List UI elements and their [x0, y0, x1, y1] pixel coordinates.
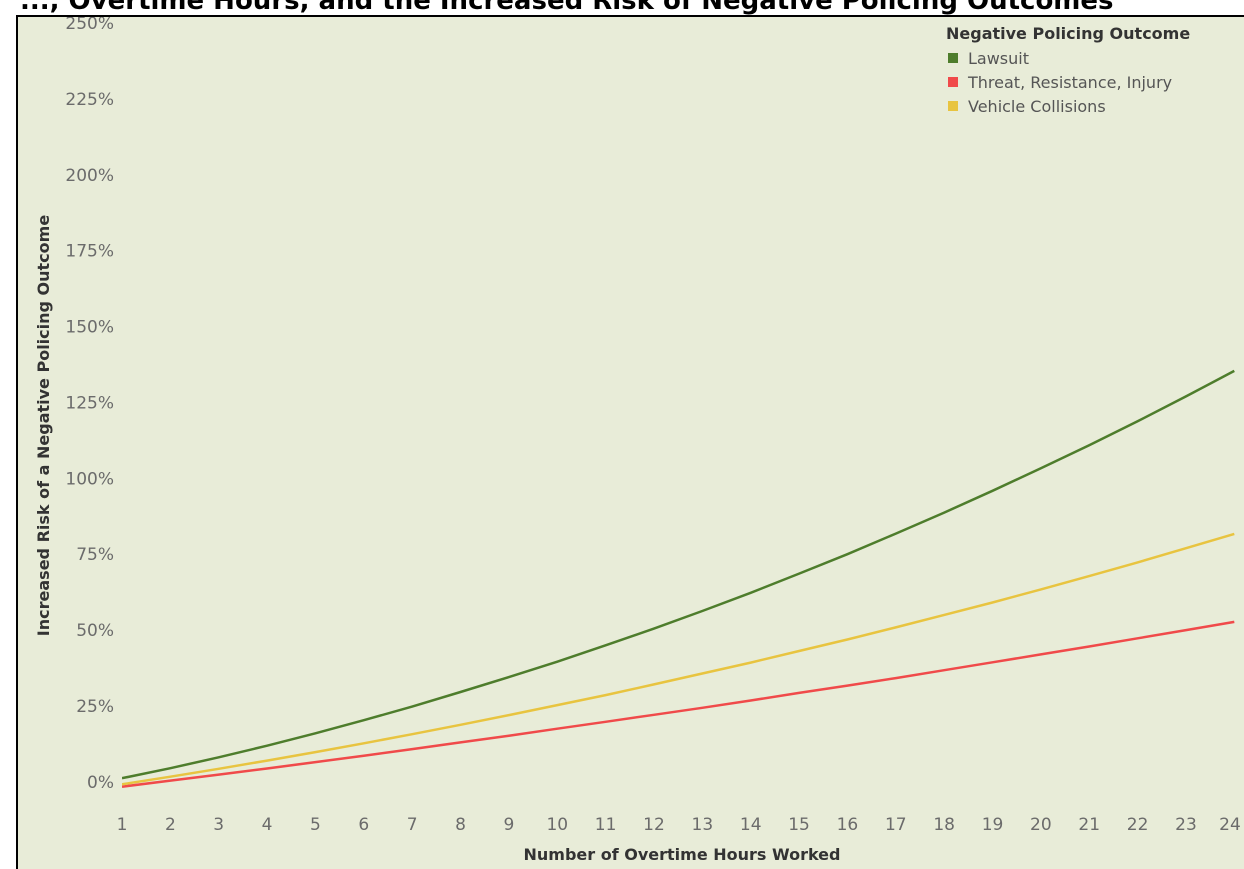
x-tick-label: 5: [310, 815, 321, 835]
y-tick-label: 100%: [65, 469, 114, 489]
legend-label: Vehicle Collisions: [968, 97, 1106, 116]
legend-swatch: [948, 101, 958, 111]
x-tick-label: 9: [503, 815, 514, 835]
x-axis-title: Number of Overtime Hours Worked: [524, 845, 841, 864]
x-tick-label: 18: [933, 815, 955, 835]
y-tick-label: 225%: [65, 90, 114, 110]
y-tick-label: 250%: [65, 17, 114, 34]
legend-title: Negative Policing Outcome: [946, 24, 1190, 43]
left-border: [16, 15, 18, 869]
x-tick-label: 11: [595, 815, 617, 835]
x-tick-label: 24: [1219, 815, 1241, 835]
x-tick-label: 19: [982, 815, 1004, 835]
x-tick-label: 8: [455, 815, 466, 835]
x-tick-label: 6: [358, 815, 369, 835]
legend-swatch: [948, 77, 958, 87]
x-tick-label: 17: [885, 815, 907, 835]
x-tick-label: 2: [165, 815, 176, 835]
plot-layer: 0% 25% 50% 75% 100% 125% 150% 175% 200% 225% 250% 1…: [18, 17, 1244, 869]
x-tick-label: 10: [546, 815, 568, 835]
x-tick-label: 14: [740, 815, 762, 835]
series-line-threat-resistance-injury: [122, 620, 1235, 788]
y-tick-label: 200%: [65, 166, 114, 186]
top-border: [18, 15, 1244, 17]
y-tick-label: 75%: [76, 545, 114, 565]
x-tick-label: 16: [837, 815, 859, 835]
y-tick-label: 50%: [76, 621, 114, 641]
legend-swatch: [948, 53, 958, 63]
x-tick-label: 23: [1175, 815, 1197, 835]
y-axis-title: Increased Risk of a Negative Policing Ou…: [34, 215, 53, 637]
y-tick-label: 125%: [65, 393, 114, 413]
x-tick-label: 13: [692, 815, 714, 835]
x-tick-label: 21: [1078, 815, 1100, 835]
x-tick-label: 1: [117, 815, 128, 835]
series-line-lawsuit: [122, 369, 1235, 780]
legend-item: Threat, Resistance, Injury: [948, 73, 1172, 92]
x-tick-label: 20: [1030, 815, 1052, 835]
series-line-vehicle-collisions: [122, 532, 1235, 786]
x-tick-label: 12: [643, 815, 665, 835]
y-tick-label: 175%: [65, 242, 114, 262]
legend-label: Lawsuit: [968, 49, 1029, 68]
y-tick-label: 150%: [65, 318, 114, 338]
x-tick-label: 4: [262, 815, 273, 835]
legend: Negative Policing Outcome Lawsuit Threat, …: [946, 24, 1190, 116]
x-tick-label: 15: [788, 815, 810, 835]
legend-label: Threat, Resistance, Injury: [967, 73, 1172, 92]
legend-item: Lawsuit: [948, 49, 1029, 68]
line-chart: 0% 25% 50% 75% 100% 125% 150% 175% 200% 225% 250% 1…: [18, 17, 1244, 869]
y-tick-label: 0%: [87, 773, 114, 793]
x-tick-label: 7: [407, 815, 418, 835]
x-tick-label: 3: [213, 815, 224, 835]
plot-background: [18, 17, 1244, 794]
chart-title-fragment: ..., Overtime Hours, and the Increased R…: [20, 0, 1114, 16]
x-tick-label: 22: [1127, 815, 1149, 835]
y-tick-label: 25%: [76, 697, 114, 717]
legend-item: Vehicle Collisions: [948, 97, 1106, 116]
x-axis-background: [18, 794, 1244, 869]
